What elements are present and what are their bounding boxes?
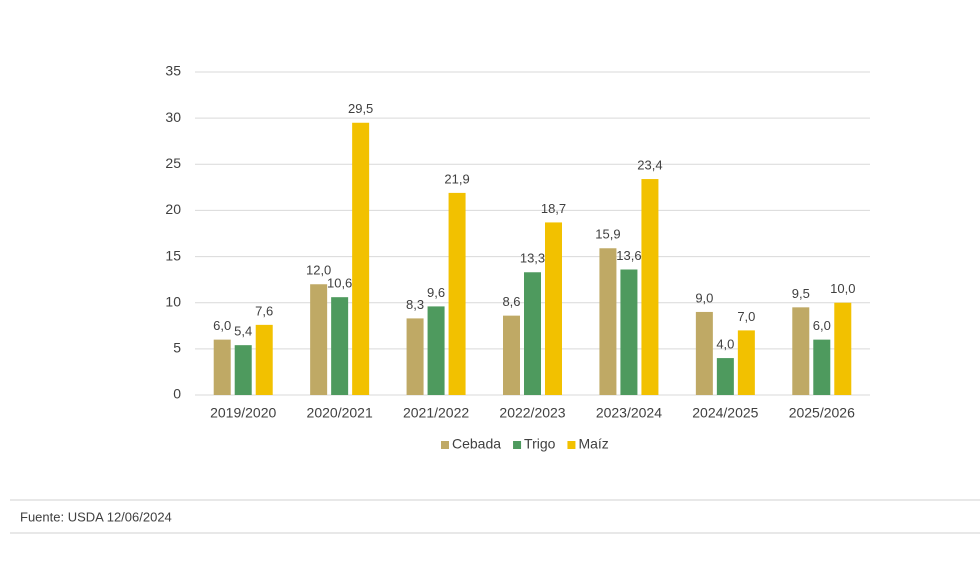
value-label: 8,6 [502,294,520,309]
x-tick-label: 2022/2023 [499,405,565,421]
value-label: 6,0 [213,318,231,333]
value-label: 21,9 [444,171,469,186]
bar [255,324,273,395]
x-tick-label: 2025/2026 [789,405,855,421]
value-label: 6,0 [813,318,831,333]
bar [352,122,370,395]
legend-label: Cebada [452,436,501,452]
y-tick-label: 30 [165,109,181,125]
bar [834,302,852,395]
y-tick-label: 25 [165,155,181,171]
bar [448,192,466,395]
bar [427,306,445,395]
value-label: 13,3 [520,251,545,266]
value-label: 15,9 [595,227,620,242]
x-tick-label: 2024/2025 [692,405,758,421]
bar [695,311,713,395]
bar [213,339,231,395]
value-label: 9,6 [427,285,445,300]
value-label: 8,3 [406,297,424,312]
bar [234,345,252,395]
value-label: 10,6 [327,276,352,291]
bar [599,248,617,395]
bar [716,358,734,395]
value-label: 29,5 [348,101,373,116]
x-tick-label: 2019/2020 [210,405,276,421]
value-label: 13,6 [616,248,641,263]
legend-swatch [567,441,576,449]
value-label: 9,0 [695,290,713,305]
bar [503,315,520,395]
y-tick-label: 5 [173,340,181,356]
x-tick-label: 2023/2024 [596,405,662,421]
legend-label: Trigo [524,436,556,452]
bar [545,222,562,395]
bar [310,284,328,395]
value-label: 5,4 [234,324,252,339]
legend-label: Maíz [578,436,608,452]
value-label: 10,0 [830,281,855,296]
bar [331,297,349,395]
y-tick-label: 35 [165,63,181,79]
value-label: 9,5 [792,286,810,301]
value-label: 12,0 [306,263,331,278]
value-label: 4,0 [716,337,734,352]
value-label: 23,4 [637,157,662,172]
value-label: 7,0 [737,309,755,324]
bar [524,272,541,395]
value-label: 7,6 [255,303,273,318]
legend-swatch [441,441,449,449]
bar [641,179,659,395]
bar [620,269,638,395]
bar [737,330,755,395]
y-tick-label: 20 [165,201,181,217]
legend-swatch [513,441,522,449]
y-tick-label: 0 [173,386,181,402]
source-note: Fuente: USDA 12/06/2024 [20,509,172,524]
bar [406,318,424,395]
value-label: 18,7 [541,201,566,216]
x-tick-label: 2020/2021 [307,405,373,421]
bar [792,307,810,395]
bar [813,339,831,395]
x-tick-label: 2021/2022 [403,405,469,421]
y-tick-label: 10 [165,293,181,309]
y-tick-label: 15 [165,247,181,263]
